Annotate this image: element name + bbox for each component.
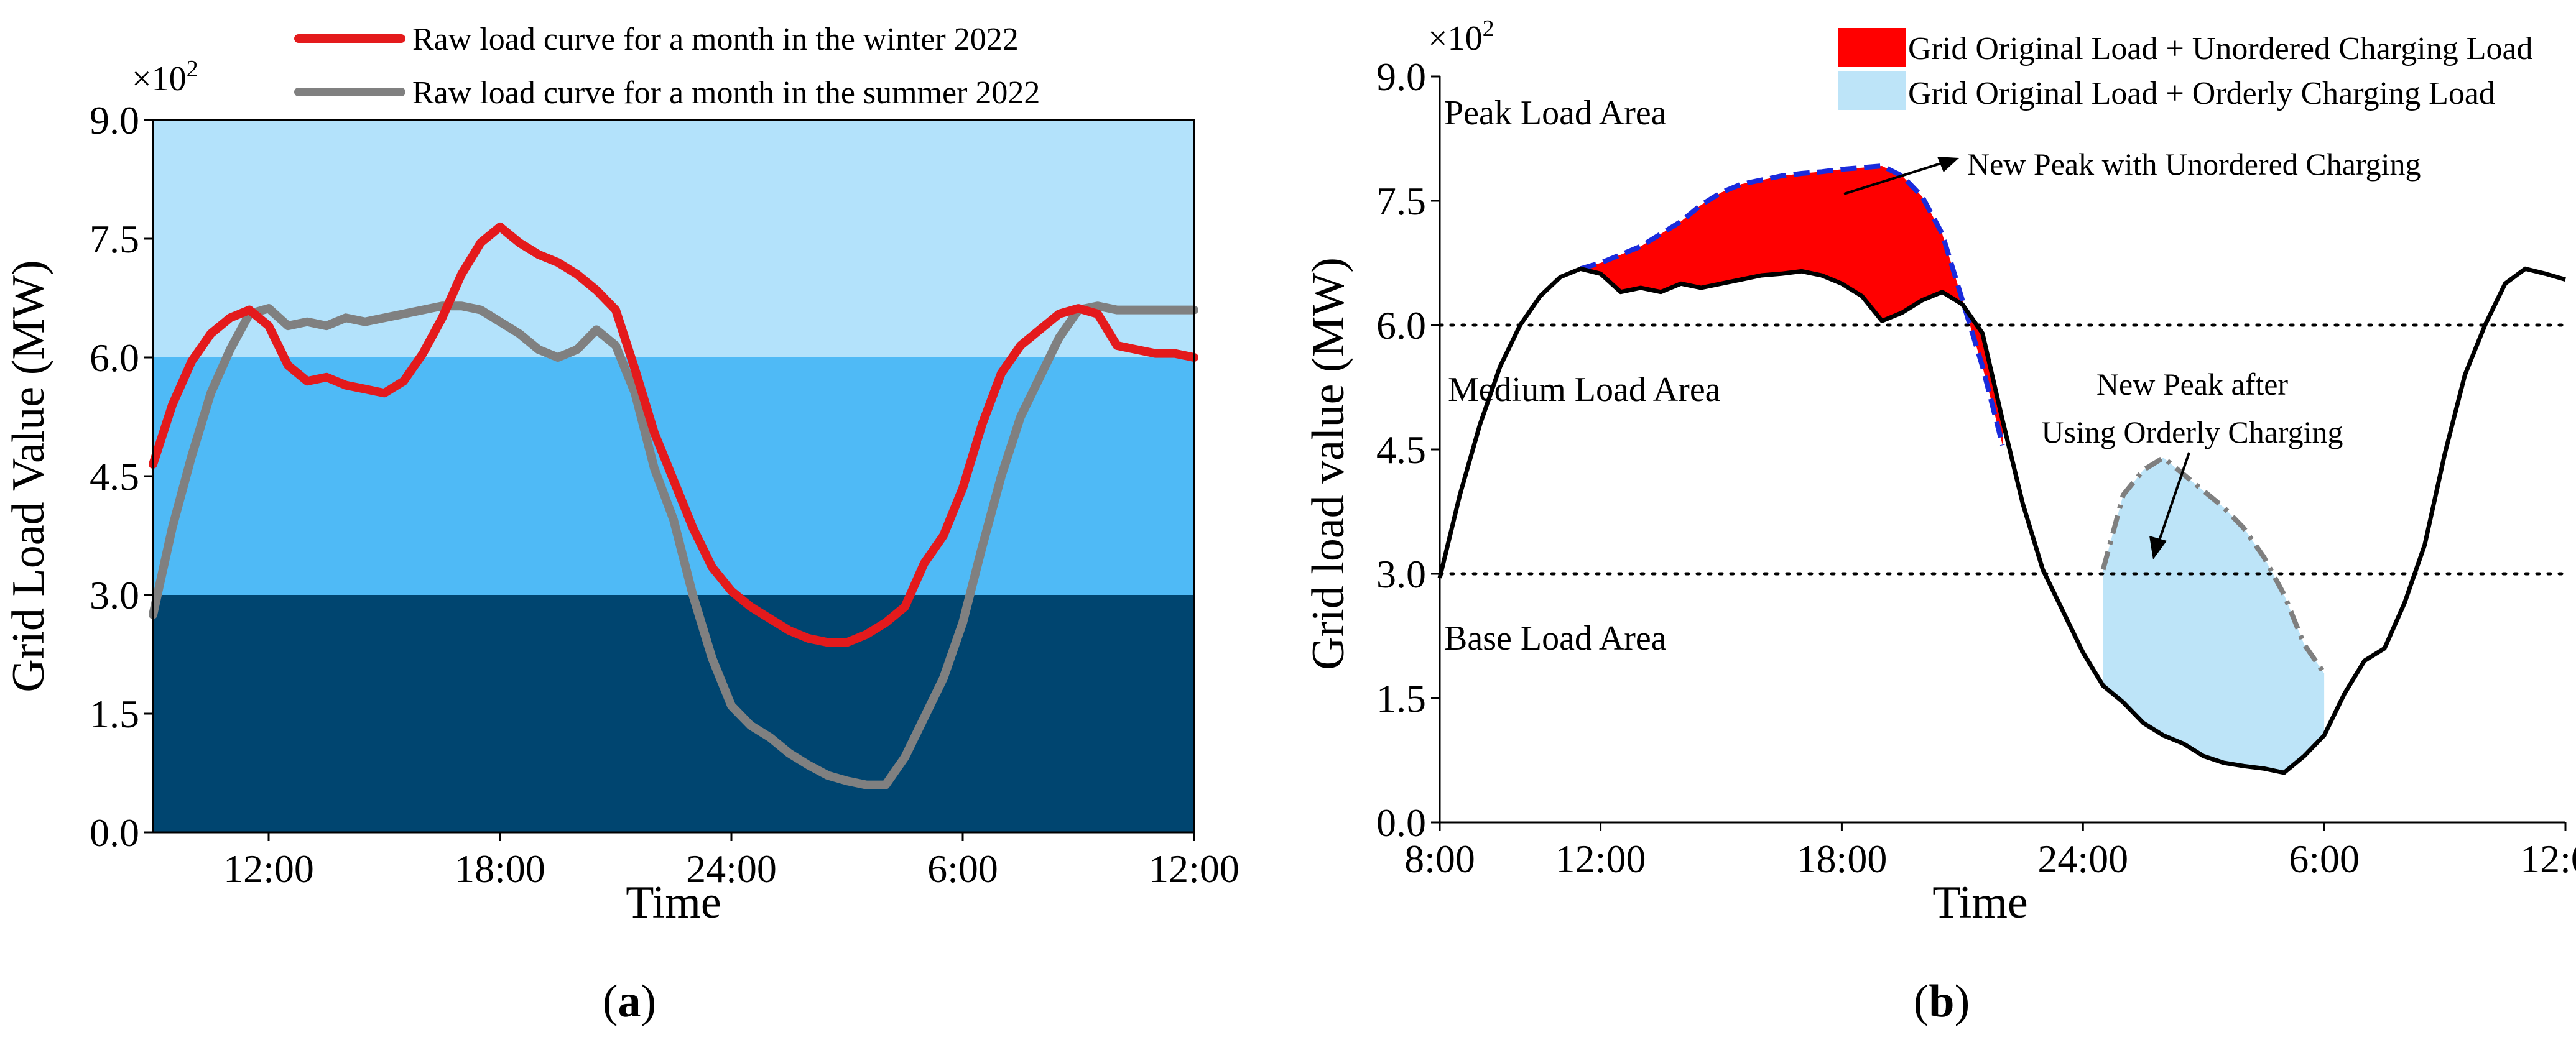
panel-a-x-tick-label: 6:00 bbox=[927, 847, 998, 891]
panel-b-x-tick-label: 18:00 bbox=[1797, 837, 1888, 881]
unordered-peak-arrowhead bbox=[1937, 157, 1959, 172]
panel-b-y-tick-label: 7.5 bbox=[1376, 179, 1426, 223]
panel-b-x-tick-label: 24:00 bbox=[2037, 837, 2128, 881]
orderly-peak-label-line1: New Peak after bbox=[2096, 367, 2289, 402]
panel-a-y-tick-label: 6.0 bbox=[90, 336, 139, 380]
panel-b-legend: Grid Original Load + Unordered Charging … bbox=[1838, 28, 2533, 111]
panel-b-area-chart: 0.0 1.5 3.0 4.5 6.0 7.5 9.0 8:00 12:00 18:00 24:00… bbox=[1303, 16, 2576, 1027]
band-base bbox=[153, 595, 1194, 832]
panel-a-x-tick-label: 12:00 bbox=[1149, 847, 1239, 891]
grid-original-load-line bbox=[1437, 266, 2566, 775]
peak-load-area-label: Peak Load Area bbox=[1444, 94, 1667, 132]
legend-orderly-label: Grid Original Load + Orderly Charging Lo… bbox=[1908, 76, 2495, 111]
orderly-charging-area bbox=[2103, 458, 2325, 773]
panel-a-label: (a) bbox=[603, 976, 656, 1027]
panel-b-y-tick-label: 0.0 bbox=[1376, 801, 1426, 845]
panel-b-y-multiplier: ×102 bbox=[1428, 16, 1494, 58]
orderly-peak-label-line2: Using Orderly Charging bbox=[2041, 415, 2343, 449]
unordered-peak-arrow bbox=[1843, 160, 1947, 195]
summer-load-line bbox=[149, 301, 1198, 789]
panel-a-axes: 0.0 1.5 3.0 4.5 6.0 7.5 9.0 12:00 18:00 24:00 6:00… bbox=[90, 98, 1239, 891]
panel-a-x-tick-label: 12:00 bbox=[223, 847, 314, 891]
panel-a-x-axis-title: Time bbox=[626, 877, 721, 928]
orderly-charging-line bbox=[2100, 455, 2327, 675]
unordered-peak-annotation: New Peak with Unordered Charging bbox=[1843, 147, 2421, 195]
panel-a-x-tick-label: 18:00 bbox=[455, 847, 545, 891]
panel-a-y-multiplier: ×102 bbox=[132, 56, 198, 98]
panel-b-threshold-lines bbox=[1438, 323, 2567, 576]
panel-b-y-tick-label: 9.0 bbox=[1376, 55, 1426, 99]
panel-a-y-tick-label: 3.0 bbox=[90, 573, 139, 617]
orderly-peak-arrow bbox=[2157, 452, 2190, 545]
panel-b-y-axis-title: Grid load value (MW) bbox=[1303, 257, 1354, 670]
panel-b-y-tick-label: 3.0 bbox=[1376, 552, 1426, 596]
panel-a-y-axis-title: Grid Load Value (MW) bbox=[3, 260, 54, 692]
panel-b-label: (b) bbox=[1914, 976, 1970, 1027]
legend-summer-label: Raw load curve for a month in the summer… bbox=[412, 75, 1040, 111]
orderly-peak-annotation: New Peak after Using Orderly Charging bbox=[2041, 367, 2343, 559]
medium-load-area-label: Medium Load Area bbox=[1448, 370, 1721, 409]
panel-a-x-tick-label: 24:00 bbox=[686, 847, 777, 891]
panel-a-line-chart: 0.0 1.5 3.0 4.5 6.0 7.5 9.0 12:00 18:00 24:00 6:00… bbox=[3, 22, 1239, 1027]
band-peak bbox=[153, 120, 1194, 357]
panel-b-x-tick-label: 8:00 bbox=[1404, 837, 1475, 881]
panel-b-x-axis-title: Time bbox=[1932, 877, 2028, 928]
panel-a-y-tick-label: 4.5 bbox=[90, 454, 139, 499]
panel-b-y-tick-label: 6.0 bbox=[1376, 303, 1426, 347]
panel-a-series bbox=[149, 222, 1198, 789]
legend-orderly-swatch bbox=[1838, 71, 1906, 110]
panel-a-y-tick-label: 1.5 bbox=[90, 692, 139, 736]
unordered-charging-area bbox=[1580, 166, 2003, 446]
panel-a-legend: Raw load curve for a month in the winter… bbox=[294, 22, 1040, 111]
panel-b-fill-areas bbox=[1580, 166, 2325, 773]
panel-a-y-tick-label: 7.5 bbox=[90, 217, 139, 261]
panel-b-y-tick-label: 4.5 bbox=[1376, 428, 1426, 472]
panel-b-x-tick-label: 12:00 bbox=[2520, 837, 2576, 881]
panel-a-y-tick-label: 9.0 bbox=[90, 98, 139, 142]
panel-b-y-tick-label: 1.5 bbox=[1376, 676, 1426, 720]
legend-unordered-swatch bbox=[1838, 28, 1906, 67]
winter-load-line bbox=[149, 222, 1198, 647]
orderly-peak-arrowhead bbox=[2149, 536, 2167, 559]
panel-a-y-tick-label: 0.0 bbox=[90, 811, 139, 855]
panel-b-axes: 0.0 1.5 3.0 4.5 6.0 7.5 9.0 8:00 12:00 18:00 24:00… bbox=[1376, 55, 2576, 881]
legend-winter-label: Raw load curve for a month in the winter… bbox=[412, 22, 1019, 57]
unordered-peak-label: New Peak with Unordered Charging bbox=[1967, 147, 2421, 182]
unordered-charging-line bbox=[1580, 163, 2005, 446]
panel-b-x-tick-label: 12:00 bbox=[1555, 837, 1646, 881]
panel-b-series bbox=[1437, 163, 2566, 775]
base-load-area-label: Base Load Area bbox=[1444, 619, 1667, 658]
panel-b-x-tick-label: 6:00 bbox=[2289, 837, 2360, 881]
legend-unordered-label: Grid Original Load + Unordered Charging … bbox=[1908, 31, 2533, 67]
